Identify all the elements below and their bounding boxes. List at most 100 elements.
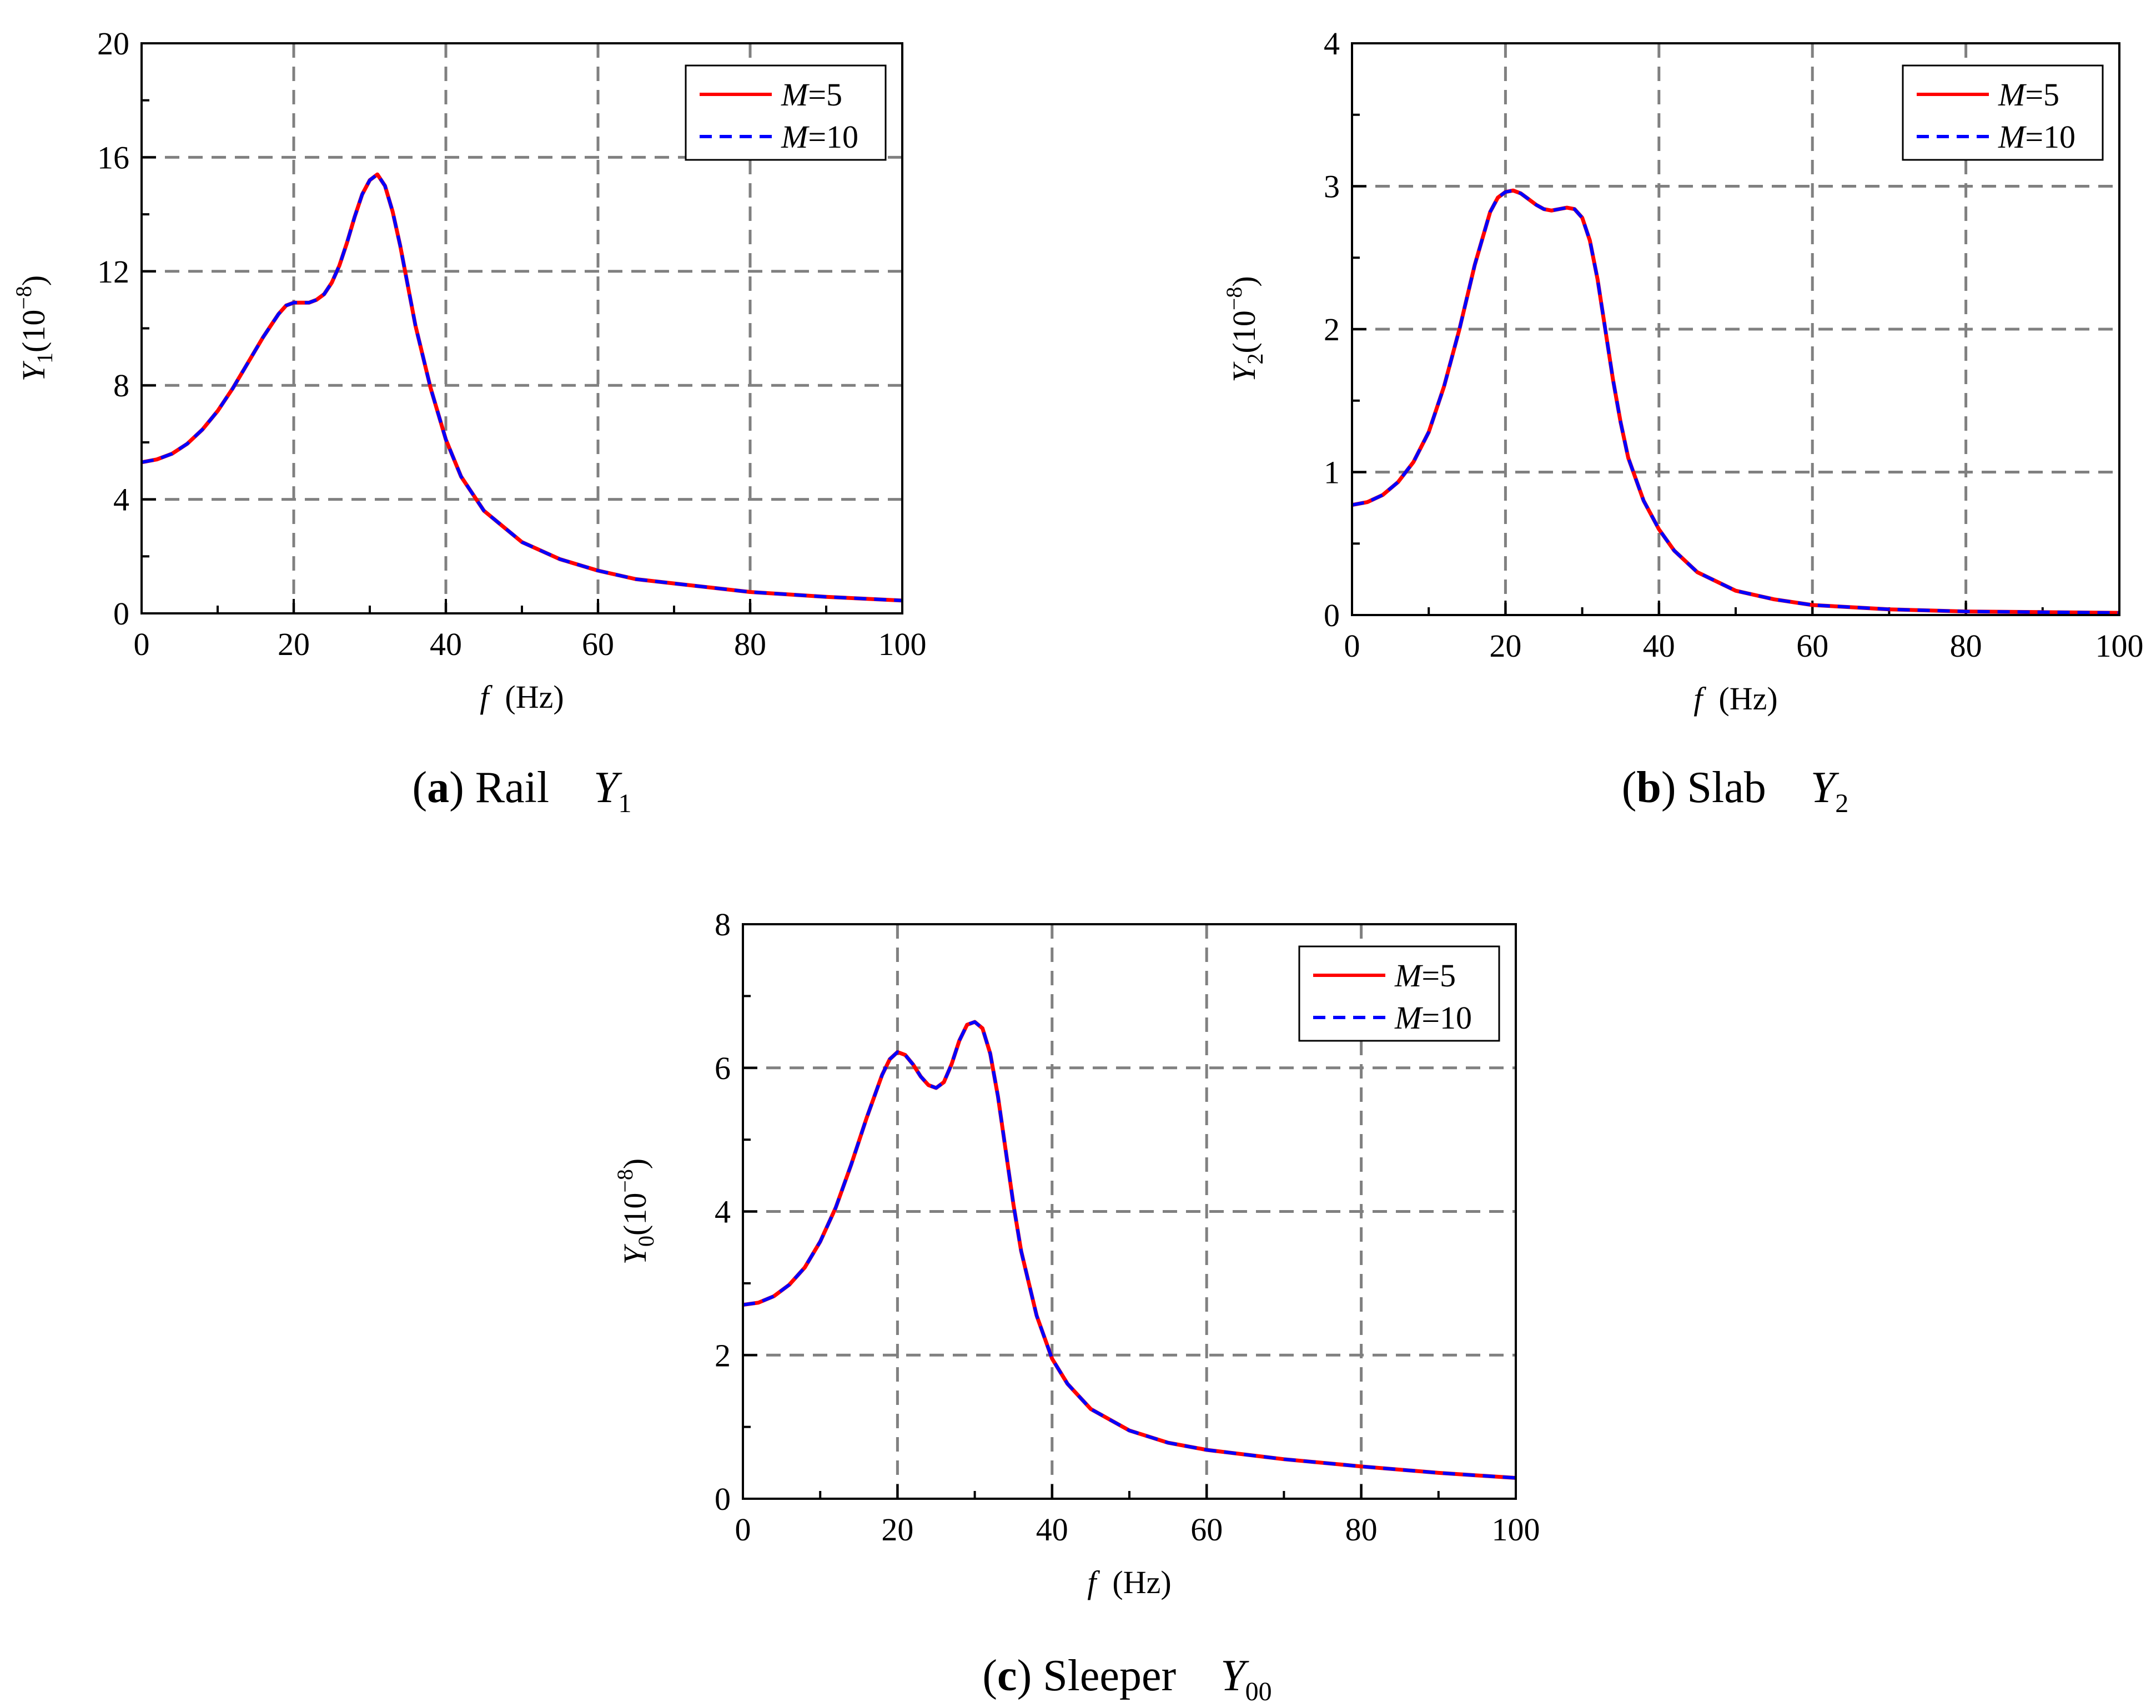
y-tick-label: 2 — [715, 1337, 731, 1373]
plot-frame — [140, 42, 903, 614]
panel-caption: (a) Rail Y1 — [412, 763, 631, 818]
caption-letter: b — [1636, 763, 1661, 812]
panel-caption: (b) Slab Y2 — [1622, 763, 1849, 818]
plot-frame — [1351, 42, 2120, 616]
x-tick-label: 60 — [1190, 1511, 1223, 1548]
legend-variable: M — [1998, 77, 2027, 113]
plot-frame — [742, 923, 1517, 1500]
y-tick-label: 4 — [1324, 26, 1340, 62]
caption-name: Rail — [475, 763, 549, 812]
x-tick-label: 60 — [582, 626, 614, 662]
y-axis-title: Y2(10−8) — [1222, 276, 1268, 382]
caption-letter: a — [427, 763, 449, 812]
y-axis-title: Y1(10−8) — [11, 275, 57, 381]
y-tick-label: 4 — [113, 482, 129, 518]
legend-variable: M — [1394, 958, 1423, 994]
legend: M=5M=10 — [1298, 945, 1500, 1042]
y-axis-variable: Y — [16, 360, 52, 381]
y-tick-label: 12 — [97, 254, 129, 290]
x-tick-label: 100 — [1492, 1511, 1540, 1548]
y-tick-label: 0 — [1324, 597, 1340, 633]
legend-value: =5 — [808, 77, 842, 113]
x-tick-label: 0 — [735, 1511, 751, 1548]
y-tick-label: 1 — [1324, 455, 1340, 491]
x-tick-label: 20 — [881, 1511, 913, 1548]
y-axis-unit-exponent: −8 — [612, 1169, 637, 1193]
caption-symbol: Y — [594, 763, 622, 812]
x-tick-label: 40 — [1643, 628, 1675, 664]
series-line-M=5 — [141, 172, 903, 603]
x-tick-label: 60 — [1796, 628, 1828, 664]
y-tick-label: 0 — [715, 1481, 731, 1517]
y-axis-unit-base: (10 — [1226, 310, 1262, 353]
x-tick-label: 20 — [1489, 628, 1521, 664]
legend-label: M=10 — [1998, 119, 2075, 155]
series-line-M=10 — [141, 173, 903, 602]
caption-letter: c — [997, 1651, 1017, 1700]
series-line-M=10 — [742, 1020, 1516, 1480]
legend-value: =5 — [1421, 958, 1456, 994]
y-axis-unit-close: ) — [1226, 276, 1262, 286]
y-tick-label: 0 — [113, 596, 129, 632]
legend-label: M=5 — [781, 77, 842, 113]
y-axis-subscript: 1 — [32, 352, 57, 364]
x-axis-unit: (Hz) — [505, 679, 564, 715]
legend: M=5M=10 — [685, 64, 887, 161]
legend-variable: M — [781, 119, 810, 155]
legend-box — [1902, 64, 2104, 161]
y-axis-unit-base: (10 — [617, 1193, 653, 1236]
legend: M=5M=10 — [1902, 64, 2104, 161]
legend-value: =10 — [808, 119, 858, 155]
caption-subscript: 00 — [1245, 1677, 1272, 1706]
caption-subscript: 2 — [1835, 789, 1848, 818]
legend-label: M=5 — [1998, 77, 2059, 113]
y-axis-unit-base: (10 — [16, 310, 52, 352]
x-tick-label: 80 — [1950, 628, 1982, 664]
caption-subscript: 1 — [619, 789, 632, 818]
legend-value: =10 — [1421, 1000, 1472, 1036]
x-tick-label: 40 — [1036, 1511, 1068, 1548]
series-line-M=5 — [1351, 188, 2120, 615]
y-axis-subscript: 2 — [1243, 353, 1268, 364]
series-line-M=10 — [1351, 189, 2120, 615]
y-axis-subscript: 0 — [634, 1236, 659, 1247]
legend-label: M=10 — [1394, 1000, 1472, 1036]
y-axis-unit-close: ) — [16, 275, 52, 286]
y-tick-label: 20 — [97, 26, 129, 62]
series-line-M=5 — [742, 1020, 1516, 1480]
y-tick-label: 6 — [715, 1050, 731, 1086]
y-tick-label: 8 — [715, 906, 731, 943]
y-tick-label: 16 — [97, 139, 129, 175]
y-axis-variable: Y — [1226, 361, 1262, 382]
y-axis-unit-exponent: −8 — [1222, 287, 1247, 311]
x-axis-unit: (Hz) — [1718, 681, 1777, 717]
x-axis-title: f (Hz) — [1087, 1564, 1171, 1600]
legend-value: =10 — [2025, 119, 2075, 155]
y-tick-label: 2 — [1324, 311, 1340, 347]
y-tick-label: 4 — [715, 1194, 731, 1230]
legend-box — [685, 64, 887, 161]
x-tick-label: 40 — [430, 626, 462, 662]
x-tick-label: 100 — [878, 626, 927, 662]
legend-label: M=5 — [1394, 958, 1456, 994]
caption-symbol: Y — [1220, 1651, 1249, 1700]
x-tick-label: 20 — [278, 626, 310, 662]
x-axis-title: f (Hz) — [480, 679, 564, 715]
y-tick-label: 8 — [113, 367, 129, 404]
x-axis-title: f (Hz) — [1693, 681, 1777, 717]
x-tick-label: 100 — [2095, 628, 2144, 664]
legend-variable: M — [1394, 1000, 1423, 1036]
legend-variable: M — [1998, 119, 2027, 155]
panel-caption: (c) Sleeper Y00 — [982, 1651, 1272, 1706]
legend-variable: M — [781, 77, 810, 113]
caption-symbol: Y — [1811, 763, 1840, 812]
x-tick-label: 0 — [1344, 628, 1360, 664]
legend-label: M=10 — [781, 119, 858, 155]
y-axis-title: Y0(10−8) — [612, 1158, 659, 1264]
x-tick-label: 0 — [134, 626, 150, 662]
y-axis-unit-close: ) — [617, 1158, 653, 1169]
